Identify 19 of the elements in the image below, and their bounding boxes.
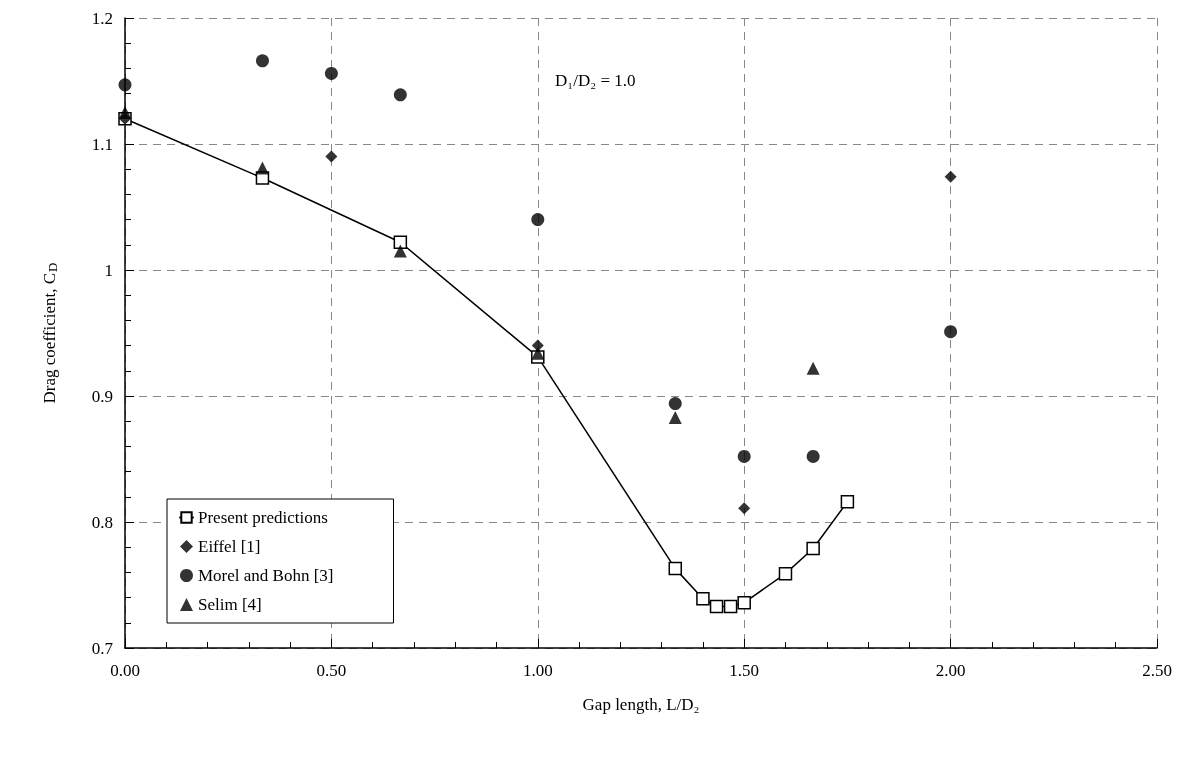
- y-tick-label: 0.7: [91, 638, 114, 658]
- legend-label: Selim [4]: [198, 595, 262, 614]
- x-tick-label: 1.50: [729, 661, 760, 680]
- x-tick-label: 2.50: [1142, 661, 1172, 680]
- legend-label: Present predictions: [198, 508, 328, 527]
- x-axis-title: Gap length, L/D₂: [582, 695, 700, 714]
- y-tick-label: 1.2: [91, 8, 113, 28]
- x-tick-label: 2.00: [935, 661, 966, 680]
- y-tick-label: 0.9: [91, 386, 113, 406]
- y-axis-title: Drag coefficient, CD: [40, 262, 60, 404]
- legend-label: Morel and Bohn [3]: [198, 566, 334, 585]
- y-tick-label: 0.8: [91, 512, 113, 532]
- x-tick-label: 1.00: [522, 661, 553, 680]
- legend-label: Eiffel [1]: [198, 537, 261, 556]
- x-tick-label: 0.50: [316, 661, 347, 680]
- x-tick-label: 0.00: [110, 661, 140, 680]
- y-tick-label: 1.1: [91, 134, 113, 154]
- y-tick-label: 1: [104, 260, 113, 280]
- annotation: D₁/D₂ = 1.0: [555, 71, 636, 90]
